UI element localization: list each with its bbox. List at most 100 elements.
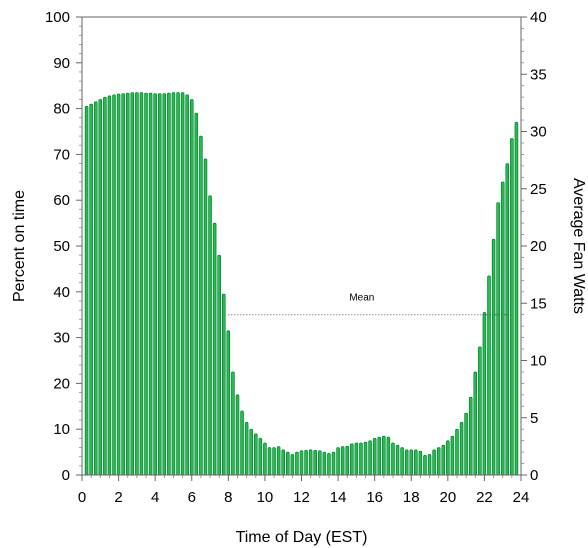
bar [272,447,276,476]
bar [414,449,418,476]
bar [276,446,281,476]
bar [199,135,203,476]
bar [496,202,500,476]
y-tick-label: 50 [53,238,70,255]
y-right-tick-label: 10 [530,353,547,370]
x-tick-label: 18 [403,489,420,506]
x-tick-label: 12 [293,489,310,506]
y-axis-right: 0 5 10 15 20 25 30 35 40 [521,9,547,484]
x-tick-label: 24 [513,489,530,506]
bar [144,92,148,476]
y-right-tick-label: 5 [530,410,538,427]
bar [226,330,231,476]
bar [167,92,171,476]
y-right-tick-label: 15 [530,295,547,312]
bar [436,447,441,476]
bar [185,94,189,476]
bar [203,158,208,476]
bar [93,101,98,476]
bar [459,422,464,476]
bar [327,453,331,476]
bar [345,445,349,476]
x-tick-label: 10 [257,489,274,506]
x-tick-label: 4 [151,489,159,506]
bar [473,371,478,476]
bar [107,95,112,476]
y-axis-left: 0 10 20 30 40 50 60 70 80 90 100 [45,9,82,484]
bar [354,442,359,476]
bar [249,428,253,476]
bar [372,438,377,476]
bar [395,444,400,476]
y-right-tick-label: 0 [530,467,538,484]
bar [318,450,322,476]
bar [212,222,217,476]
bar [235,394,240,476]
x-axis: 0 2 4 6 8 10 12 14 16 18 20 22 24 [78,475,530,506]
bar [267,447,272,476]
bar [153,93,157,476]
bar [148,92,153,476]
bar [254,433,258,476]
bar [189,99,194,476]
mean-label: Mean [349,293,374,304]
bar [500,181,505,476]
bar [171,92,176,476]
y-right-tick-label: 40 [530,9,547,26]
y-axis-title: Percent on time [11,190,28,302]
bar [391,442,395,476]
bar [418,450,423,476]
bar [331,451,336,476]
y-tick-label: 30 [53,330,70,347]
bar [510,138,514,476]
bar [514,122,519,476]
bar [386,436,391,476]
y-tick-label: 60 [53,192,70,209]
bar [464,412,468,476]
y-tick-label: 70 [53,146,70,163]
bar [130,92,135,476]
bar [478,346,482,476]
bar [446,440,450,476]
bar [377,436,382,476]
bar [313,449,317,476]
bar [340,446,345,476]
y-tick-label: 10 [53,421,70,438]
bar [103,96,107,476]
bar [350,443,354,476]
bar [231,371,235,476]
bar [404,449,409,476]
y-tick-label: 0 [62,467,70,484]
bar [222,293,226,476]
bar [304,449,308,476]
y-tick-label: 20 [53,375,70,392]
y-right-tick-label: 20 [530,238,547,255]
bar [281,449,285,476]
bar [180,92,185,476]
y-tick-label: 80 [53,101,70,118]
bar [217,254,221,476]
x-tick-label: 2 [114,489,122,506]
bar [382,435,386,476]
bar [491,238,496,476]
bar [505,163,510,476]
y-right-tick-label: 30 [530,124,547,141]
bar [116,93,121,476]
axes-group [81,16,522,476]
bar [368,440,372,476]
mean-group: Mean [228,293,512,316]
y-tick-label: 40 [53,284,70,301]
bar [423,455,427,476]
bar [162,93,167,476]
y-right-tick-label: 25 [530,181,547,198]
bar [299,450,304,476]
bars-group [84,92,519,476]
bar [432,449,436,476]
bar [455,428,459,476]
plot-frame [81,16,522,476]
bar [295,451,299,476]
bar [121,93,125,476]
bar [240,410,244,476]
bar [359,442,363,476]
